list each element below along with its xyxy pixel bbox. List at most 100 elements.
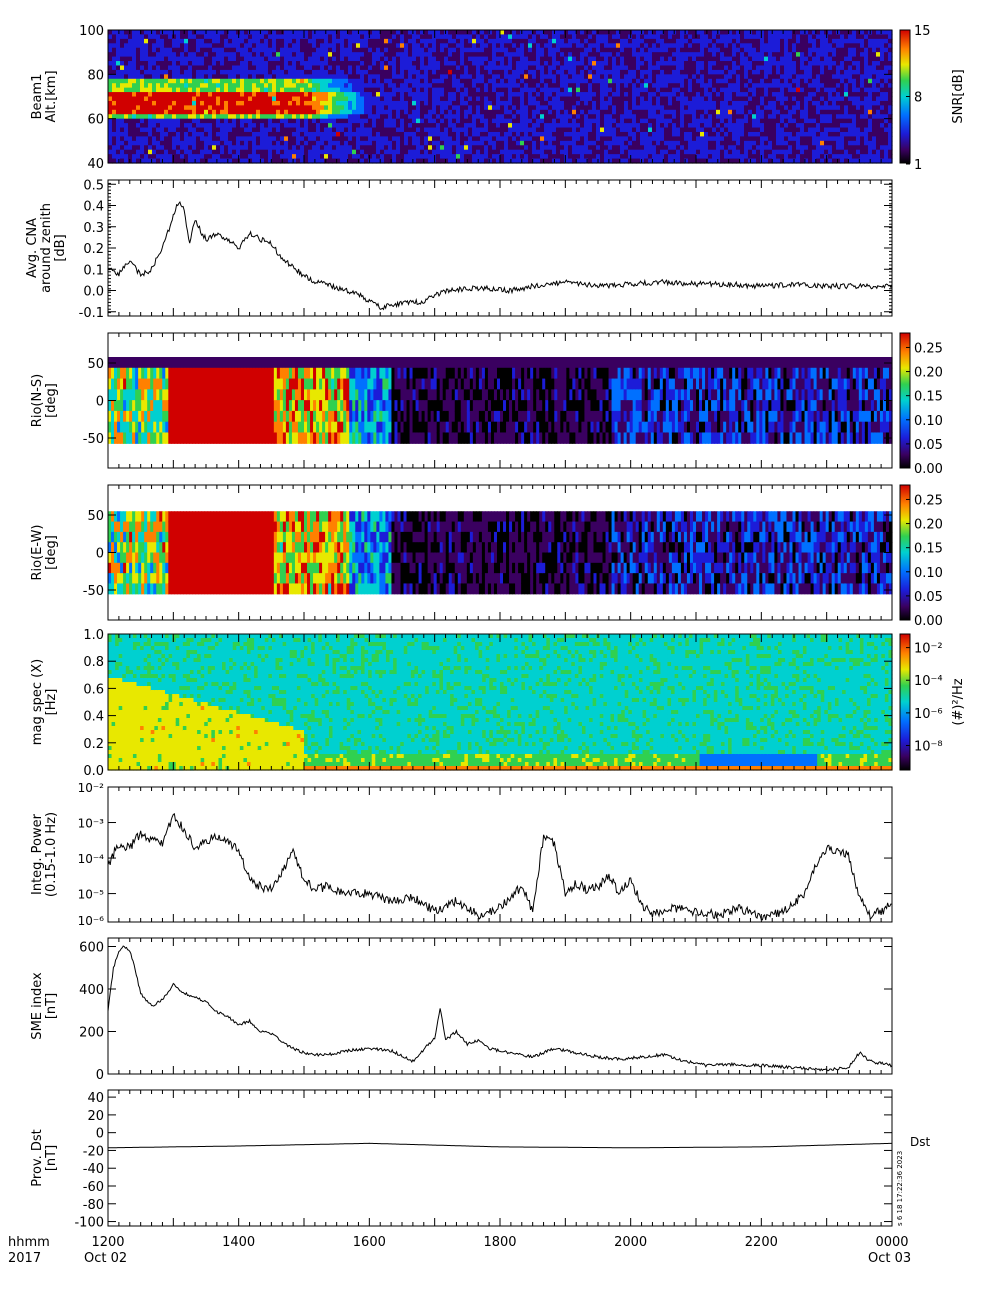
beam-cell [144, 78, 149, 84]
beam-cell [324, 105, 329, 111]
beam-cell [436, 105, 441, 111]
beam-cell [560, 52, 565, 58]
beam-cell [164, 83, 169, 89]
beam-cell [316, 96, 321, 102]
beam-cell [276, 96, 281, 102]
beam-cell [212, 131, 217, 137]
beam-cell [608, 38, 613, 44]
beam-cell [196, 105, 201, 111]
beam-cell [484, 136, 489, 142]
beam-cell [432, 136, 437, 142]
beam-cell [468, 65, 473, 71]
beam-cell [468, 61, 473, 67]
beam-cell [236, 92, 241, 98]
beam-cell [380, 52, 385, 58]
beam-cell [516, 83, 521, 89]
beam-cell [108, 43, 113, 49]
beam-cell [464, 114, 469, 120]
beam-cell [140, 87, 145, 93]
beam-cell [192, 127, 197, 133]
beam-cell [256, 145, 261, 151]
beam-cell [644, 123, 649, 129]
beam-cell [524, 96, 529, 102]
beam-cell [716, 145, 721, 151]
beam-cell [720, 47, 725, 53]
beam-cell [224, 30, 229, 36]
beam-cell [108, 65, 113, 71]
beam-cell [368, 109, 373, 115]
beam-cell [416, 149, 421, 155]
beam-cell [388, 61, 393, 67]
beam-cell [384, 127, 389, 133]
beam-cell [704, 96, 709, 102]
beam-cell [524, 65, 529, 71]
beam-cell [320, 92, 325, 98]
beam-cell [652, 154, 657, 160]
beam-cell [344, 43, 349, 49]
beam-cell [508, 34, 513, 40]
beam-cell [640, 96, 645, 102]
beam-cell [752, 127, 757, 133]
beam-cell [696, 158, 701, 164]
beam-cell [540, 136, 545, 142]
beam-cell [372, 34, 377, 40]
beam-cell [224, 100, 229, 106]
beam-cell [668, 30, 673, 36]
beam-cell [596, 74, 601, 80]
beam-cell [296, 65, 301, 71]
beam-cell [392, 74, 397, 80]
beam-cell [436, 56, 441, 62]
beam-cell [300, 83, 305, 89]
beam-cell [344, 78, 349, 84]
beam-cell [708, 118, 713, 124]
beam-cell [588, 69, 593, 75]
beam-cell [768, 131, 773, 137]
beam-cell [644, 105, 649, 111]
beam-cell [496, 96, 501, 102]
beam-cell [552, 105, 557, 111]
beam-cell [320, 65, 325, 71]
beam-cell [172, 65, 177, 71]
beam-cell [592, 87, 597, 93]
beam-cell [244, 96, 249, 102]
beam-cell [580, 65, 585, 71]
beam-cell [544, 123, 549, 129]
beam-cell [224, 136, 229, 142]
beam-cell [248, 105, 253, 111]
beam-cell [688, 65, 693, 71]
beam-cell [740, 43, 745, 49]
beam-cell [464, 96, 469, 102]
beam-cell [452, 114, 457, 120]
beam-cell [408, 74, 413, 80]
beam-cell [428, 131, 433, 137]
beam-cell [620, 105, 625, 111]
beam-cell [368, 154, 373, 160]
beam-cell [772, 43, 777, 49]
beam-cell [472, 69, 477, 75]
beam-cell [492, 158, 497, 164]
beam-cell [272, 145, 277, 151]
beam-cell [356, 87, 361, 93]
beam-cell [276, 100, 281, 106]
beam-cell [444, 109, 449, 115]
beam-cell [548, 34, 553, 40]
beam-cell [208, 65, 213, 71]
beam-cell [416, 38, 421, 44]
beam-cell [232, 47, 237, 53]
beam-cell [356, 118, 361, 124]
beam-cell [148, 123, 153, 129]
beam-cell [636, 74, 641, 80]
beam-cell [268, 61, 273, 67]
beam-cell [112, 149, 117, 155]
beam-cell [624, 140, 629, 146]
beam-cell [312, 114, 317, 120]
beam-cell [732, 127, 737, 133]
beam-cell [536, 47, 541, 53]
beam-cell [664, 34, 669, 40]
beam-cell [428, 96, 433, 102]
beam-cell [476, 131, 481, 137]
beam-cell [692, 74, 697, 80]
beam-cell [484, 83, 489, 89]
beam-cell [680, 87, 685, 93]
beam-cell [564, 154, 569, 160]
